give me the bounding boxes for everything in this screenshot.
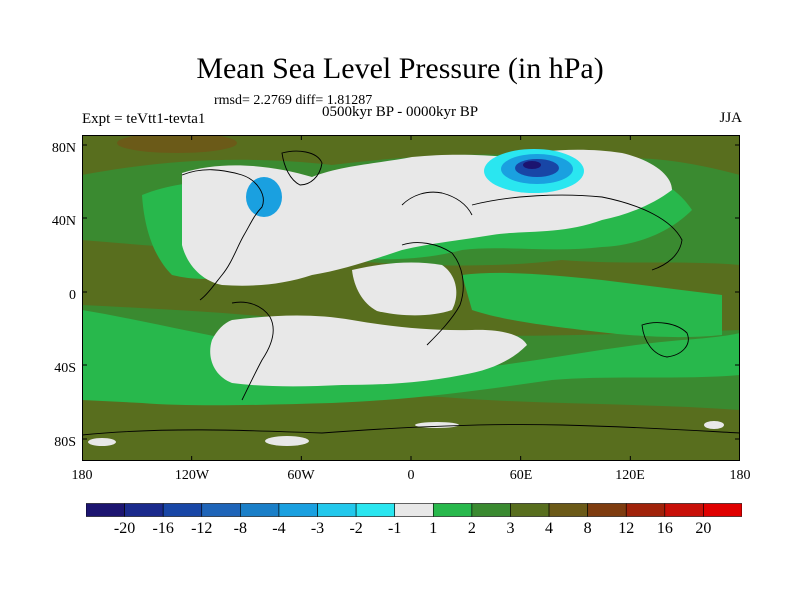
field-neutral-atlantic [352, 262, 457, 316]
field-white-patch [265, 436, 309, 446]
colorbar-label: -3 [310, 520, 325, 537]
coast-asia [471, 194, 683, 271]
lat-label-0: 0 [69, 288, 76, 303]
stats-subtitle: rmsd= 2.2769 diff= 1.81287 [214, 93, 373, 108]
colorbar-label: 4 [545, 520, 554, 537]
colorbar-swatch [394, 503, 434, 517]
colorbar-label: 16 [656, 520, 673, 537]
field-neutral-south [210, 315, 527, 387]
lon-label-60e: 60E [509, 468, 533, 483]
field-positive-arctic [117, 135, 237, 153]
lon-label-180w: 180 [71, 468, 93, 483]
coast-africa [401, 242, 464, 346]
colorbar-label: -20 [113, 520, 136, 537]
colorbar-swatch [86, 503, 125, 517]
lat-label-80n: 80N [51, 141, 76, 156]
coast-greenland [281, 150, 323, 186]
colorbar-swatch [240, 503, 280, 517]
lon-label-0: 0 [407, 468, 415, 483]
lat-label-80s: 80S [54, 435, 76, 450]
coast-antarctica [82, 424, 740, 436]
field-negative-greenland [246, 177, 282, 217]
pressure-map [82, 135, 740, 461]
field-white-patch [88, 438, 116, 446]
colorbar-label: 8 [583, 520, 592, 537]
coast-europe [401, 191, 473, 216]
season-label: JJA [719, 110, 742, 126]
colorbar-swatch [625, 503, 666, 517]
colorbar-label: -12 [191, 520, 213, 537]
lon-label-120w: 120W [174, 468, 210, 483]
colorbar-swatch [317, 503, 357, 517]
colorbar-swatch [432, 503, 473, 517]
colorbar-label: -2 [349, 520, 363, 537]
colorbar-swatch [664, 503, 704, 517]
coast-australia [641, 322, 689, 358]
field-negative-siberia-core [523, 161, 541, 169]
colorbar-label: -8 [233, 520, 247, 537]
lon-label-180e: 180 [729, 468, 751, 483]
coast-north-america [181, 169, 264, 301]
colorbar-label: 1 [429, 520, 438, 537]
colorbar-swatch [510, 503, 550, 517]
colorbar-label: 3 [506, 520, 515, 537]
colorbar-swatch [162, 503, 203, 517]
colorbar-swatch [471, 503, 511, 517]
axis-ticks [82, 135, 740, 461]
colorbar-label: -1 [388, 520, 402, 537]
colorbar-label: 12 [618, 520, 635, 537]
colorbar-swatch [355, 503, 396, 517]
colorbar-swatch [703, 503, 742, 517]
field-white-patch [704, 421, 724, 429]
colorbar [86, 503, 742, 517]
colorbar-swatch [587, 503, 627, 517]
colorbar-swatch [548, 503, 588, 517]
coastlines [82, 150, 740, 436]
colorbar-swatch [278, 503, 318, 517]
colorbar-swatch [201, 503, 241, 517]
experiment-label: Expt = teVtt1-tevta1 [82, 111, 206, 127]
colorbar-label: 2 [467, 520, 476, 537]
coast-south-america [231, 301, 274, 401]
lat-label-40n: 40N [51, 214, 76, 229]
colorbar-label: 20 [695, 520, 712, 537]
lon-label-60w: 60W [287, 468, 315, 483]
lat-label-40s: 40S [54, 361, 76, 376]
period-label: 0500kyr BP - 0000kyr BP [322, 104, 479, 120]
field-green-indian [462, 272, 722, 338]
colorbar-swatch [124, 503, 164, 517]
colorbar-label: -4 [272, 520, 286, 537]
lon-label-120e: 120E [615, 468, 645, 483]
plot-title: Mean Sea Level Pressure (in hPa) [196, 52, 604, 85]
colorbar-label: -16 [152, 520, 174, 537]
